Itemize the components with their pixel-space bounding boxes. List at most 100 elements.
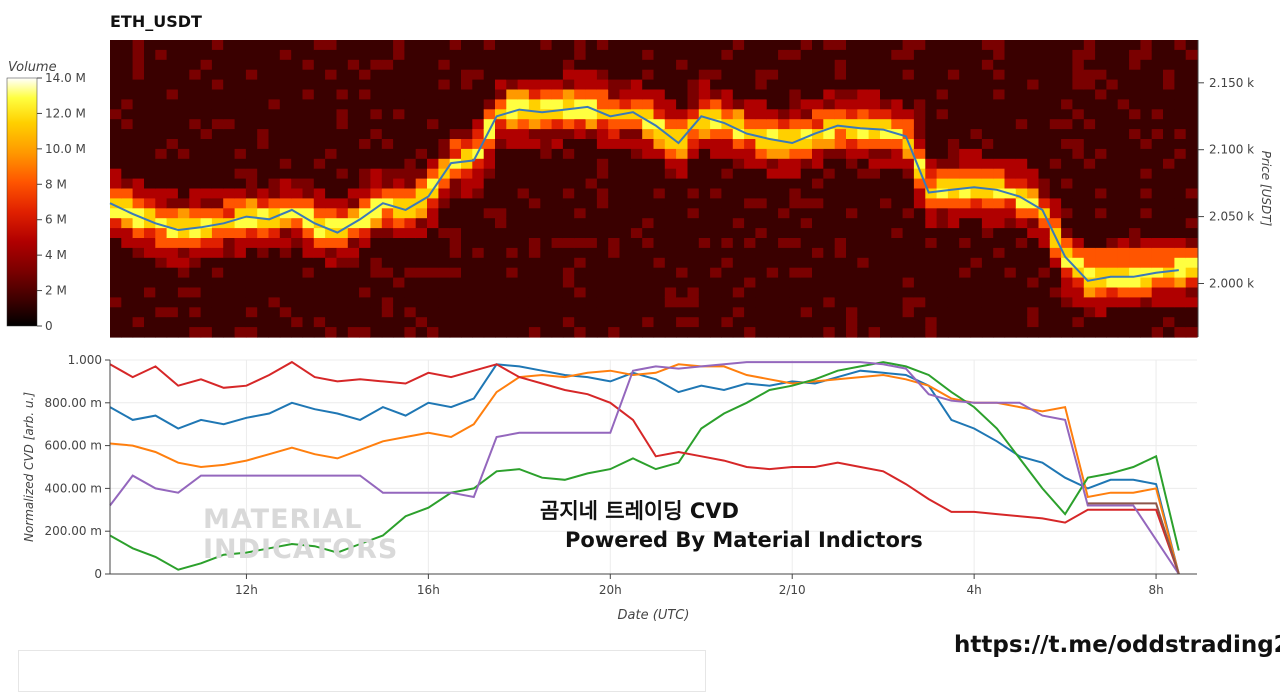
heatmap-cell xyxy=(121,89,134,100)
heatmap-cell xyxy=(517,49,530,61)
heatmap-cell xyxy=(868,188,881,199)
heatmap-cell xyxy=(279,297,292,308)
heatmap-cell xyxy=(1163,129,1175,140)
heatmap-cell xyxy=(936,277,949,289)
heatmap-cell xyxy=(461,277,473,289)
heatmap-cell xyxy=(393,49,405,61)
heatmap-cell xyxy=(1117,267,1130,279)
colorbar-tick-label: 4 M xyxy=(45,248,67,262)
heatmap-cell xyxy=(981,257,994,269)
heatmap-cell xyxy=(1095,139,1107,150)
heatmap-cell xyxy=(676,89,688,100)
heatmap-cell xyxy=(325,277,337,289)
heatmap-cell xyxy=(936,188,949,199)
heatmap-cell xyxy=(427,307,439,318)
heatmap-cell xyxy=(495,277,507,289)
heatmap-cell xyxy=(313,178,326,190)
heatmap-cell xyxy=(1049,238,1062,249)
heatmap-cell xyxy=(1140,208,1153,219)
heatmap-cell xyxy=(1151,287,1164,298)
heatmap-cell xyxy=(913,40,926,51)
heatmap-cell xyxy=(596,218,609,229)
heatmap-cell xyxy=(880,188,892,199)
heatmap-cell xyxy=(1129,69,1141,81)
heatmap-cell xyxy=(1061,287,1073,298)
heatmap-cell xyxy=(630,238,643,249)
telegram-url[interactable]: https://t.me/oddstrading2 xyxy=(954,632,1280,658)
heatmap-cell xyxy=(744,238,756,249)
heatmap-cell xyxy=(1015,178,1028,190)
heatmap-cell xyxy=(721,168,734,180)
heatmap-cell xyxy=(834,307,847,318)
heatmap-cell xyxy=(144,99,156,110)
heatmap-cell xyxy=(449,139,462,150)
heatmap-cell xyxy=(744,317,756,328)
heatmap-cell xyxy=(1185,218,1198,229)
heatmap-cell xyxy=(166,139,179,150)
heatmap-cell xyxy=(325,99,337,110)
heatmap-cell xyxy=(1140,317,1153,328)
heatmap-cell xyxy=(687,109,700,120)
heatmap-cell xyxy=(732,257,745,269)
heatmap-cell xyxy=(506,49,519,61)
heatmap-cell xyxy=(981,79,994,91)
heatmap-cell xyxy=(755,99,768,110)
heatmap-cell xyxy=(540,228,553,239)
heatmap-cell xyxy=(540,257,553,269)
heatmap-cell xyxy=(1163,168,1175,180)
heatmap-cell xyxy=(664,257,677,269)
heatmap-cell xyxy=(110,109,122,120)
heatmap-cell xyxy=(585,228,598,239)
heatmap-cell xyxy=(336,79,349,91)
heatmap-cell xyxy=(1015,257,1028,269)
heatmap-cell xyxy=(1163,79,1175,91)
heatmap-cell xyxy=(155,119,168,130)
heatmap-cell xyxy=(710,69,722,81)
heatmap-cell xyxy=(789,109,802,120)
heatmap-cell xyxy=(370,257,383,269)
heatmap-cell xyxy=(189,228,202,239)
heatmap-cell xyxy=(608,168,621,180)
x-tick-label: 20h xyxy=(599,583,622,597)
heatmap-cell xyxy=(880,297,892,308)
heatmap-cell xyxy=(483,267,496,279)
heatmap-cell xyxy=(166,109,179,120)
heatmap-cell xyxy=(268,79,281,91)
heatmap-cell xyxy=(381,109,394,120)
heatmap-cell xyxy=(902,129,915,140)
heatmap-cell xyxy=(744,257,756,269)
heatmap-cell xyxy=(336,59,349,71)
heatmap-cell xyxy=(200,109,213,120)
heatmap-cell xyxy=(1083,178,1096,190)
heatmap-cell xyxy=(449,297,462,308)
heatmap-cell xyxy=(268,158,281,170)
heatmap-cell xyxy=(732,168,745,180)
heatmap-cell xyxy=(562,79,575,91)
heatmap-cell xyxy=(800,277,813,289)
heatmap-cell xyxy=(1072,49,1085,61)
heatmap-cell xyxy=(823,307,836,318)
heatmap-cell xyxy=(880,218,892,229)
heatmap-cell xyxy=(913,198,926,209)
heatmap-cell xyxy=(732,178,745,190)
heatmap-cell xyxy=(1117,257,1130,269)
heatmap-cell xyxy=(846,317,858,328)
heatmap-cell xyxy=(562,188,575,199)
heatmap-cell xyxy=(415,89,428,100)
heatmap-cell xyxy=(676,257,688,269)
heatmap-cell xyxy=(846,79,858,91)
heatmap-cell xyxy=(211,188,224,199)
heatmap-cell xyxy=(268,89,281,100)
heatmap-cell xyxy=(506,139,519,150)
heatmap-cell xyxy=(608,287,621,298)
heatmap-cell xyxy=(812,247,824,259)
heatmap-cell xyxy=(1083,307,1096,318)
heatmap-cell xyxy=(483,178,496,190)
heatmap-cell xyxy=(461,119,473,130)
heatmap-cell xyxy=(846,198,858,209)
heatmap-cell xyxy=(177,208,190,219)
heatmap-cell xyxy=(755,148,768,160)
heatmap-cell xyxy=(574,158,587,170)
heatmap-cell xyxy=(166,79,179,91)
heatmap-cell xyxy=(483,89,496,100)
